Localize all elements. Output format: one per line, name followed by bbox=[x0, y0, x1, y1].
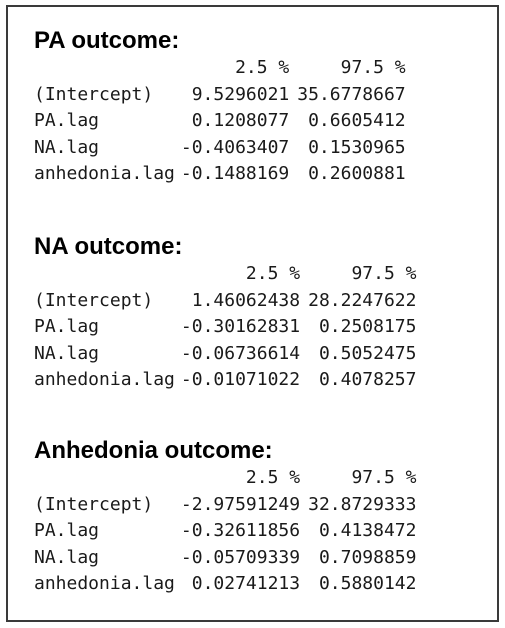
row-name: PA.lag bbox=[34, 520, 100, 541]
lower-value: -0.32611856 bbox=[180, 520, 301, 541]
table-row: anhedonia.lag 0.02741213 0.5880142 bbox=[34, 571, 416, 598]
header-upper: 97.5 % bbox=[340, 57, 406, 78]
section-heading: NA outcome: bbox=[34, 233, 183, 260]
lower-value: -2.97591249 bbox=[180, 493, 301, 515]
header-row: 2.5 % 97.5 % bbox=[34, 261, 417, 288]
table-row: PA.lag 0.1208077 0.6605412 bbox=[34, 108, 406, 135]
upper-value: 0.1530965 bbox=[308, 136, 406, 158]
lower-value: 0.1208077 bbox=[191, 110, 290, 131]
row-name: PA.lag bbox=[34, 110, 100, 131]
lower-value: 0.02741213 bbox=[191, 573, 301, 594]
section-heading: Anhedonia outcome: bbox=[34, 437, 273, 464]
section-heading: PA outcome: bbox=[34, 27, 180, 54]
upper-value: 0.2508175 bbox=[318, 316, 417, 337]
ci-table: 2.5 % 97.5 % (Intercept) -2.97591249 32.… bbox=[34, 465, 416, 598]
upper-value: 32.8729333 bbox=[308, 493, 417, 515]
table-row: NA.lag -0.05709339 0.7098859 bbox=[34, 545, 416, 572]
lower-value: -0.4063407 bbox=[180, 136, 290, 158]
ci-table: 2.5 % 97.5 % (Intercept) 9.5296021 35.67… bbox=[34, 55, 406, 188]
upper-value: 35.6778667 bbox=[297, 83, 406, 105]
upper-value: 0.6605412 bbox=[308, 110, 406, 131]
table-row: (Intercept) 1.46062438 28.2247622 bbox=[34, 288, 416, 315]
lower-value: 1.46062438 bbox=[191, 289, 301, 311]
table-row: NA.lag -0.4063407 0.1530965 bbox=[34, 135, 406, 162]
upper-value: 0.4138472 bbox=[318, 520, 417, 541]
lower-value: -0.30162831 bbox=[180, 316, 301, 337]
header-upper: 97.5 % bbox=[351, 467, 417, 488]
header-lower: 2.5 % bbox=[245, 263, 301, 284]
upper-value: 28.2247622 bbox=[308, 289, 417, 311]
row-name: NA.lag bbox=[34, 342, 100, 364]
ci-table: 2.5 % 97.5 % (Intercept) 1.46062438 28.2… bbox=[34, 261, 416, 394]
upper-value: 0.7098859 bbox=[318, 546, 417, 568]
lower-value: -0.1488169 bbox=[180, 163, 290, 184]
header-lower: 2.5 % bbox=[235, 57, 290, 78]
table-row: NA.lag -0.06736614 0.5052475 bbox=[34, 341, 416, 368]
header-upper: 97.5 % bbox=[351, 263, 417, 284]
header-blank bbox=[34, 55, 181, 82]
upper-value: 0.5880142 bbox=[318, 573, 417, 594]
row-name: NA.lag bbox=[34, 546, 100, 568]
header-blank bbox=[34, 261, 181, 288]
table-row: PA.lag -0.32611856 0.4138472 bbox=[34, 518, 416, 545]
figure-frame bbox=[6, 5, 499, 622]
row-name: anhedonia.lag bbox=[34, 573, 175, 594]
upper-value: 0.5052475 bbox=[318, 342, 417, 364]
lower-value: 9.5296021 bbox=[191, 83, 290, 105]
row-name: (Intercept) bbox=[34, 493, 154, 515]
table-row: (Intercept) -2.97591249 32.8729333 bbox=[34, 492, 416, 519]
lower-value: -0.06736614 bbox=[180, 342, 301, 364]
header-row: 2.5 % 97.5 % bbox=[34, 465, 417, 492]
section-pa-outcome: PA outcome: 2.5 % 97.5 % (Intercept) 9.5… bbox=[34, 27, 474, 188]
header-lower: 2.5 % bbox=[245, 467, 301, 488]
upper-value: 0.4078257 bbox=[318, 369, 417, 390]
lower-value: -0.05709339 bbox=[180, 546, 301, 568]
section-anhedonia-outcome: Anhedonia outcome: 2.5 % 97.5 % (Interce… bbox=[34, 437, 474, 598]
header-blank bbox=[34, 465, 181, 492]
section-na-outcome: NA outcome: 2.5 % 97.5 % (Intercept) 1.4… bbox=[34, 233, 474, 394]
table-row: anhedonia.lag -0.1488169 0.2600881 bbox=[34, 161, 406, 188]
table-row: PA.lag -0.30162831 0.2508175 bbox=[34, 314, 416, 341]
row-name: (Intercept) bbox=[34, 83, 154, 105]
row-name: anhedonia.lag bbox=[34, 163, 175, 184]
table-row: (Intercept) 9.5296021 35.6778667 bbox=[34, 82, 406, 109]
table-row: anhedonia.lag -0.01071022 0.4078257 bbox=[34, 367, 416, 394]
header-row: 2.5 % 97.5 % bbox=[34, 55, 406, 82]
row-name: anhedonia.lag bbox=[34, 369, 175, 390]
row-name: (Intercept) bbox=[34, 289, 154, 311]
row-name: PA.lag bbox=[34, 316, 100, 337]
upper-value: 0.2600881 bbox=[308, 163, 406, 184]
row-name: NA.lag bbox=[34, 136, 100, 158]
lower-value: -0.01071022 bbox=[180, 369, 301, 390]
